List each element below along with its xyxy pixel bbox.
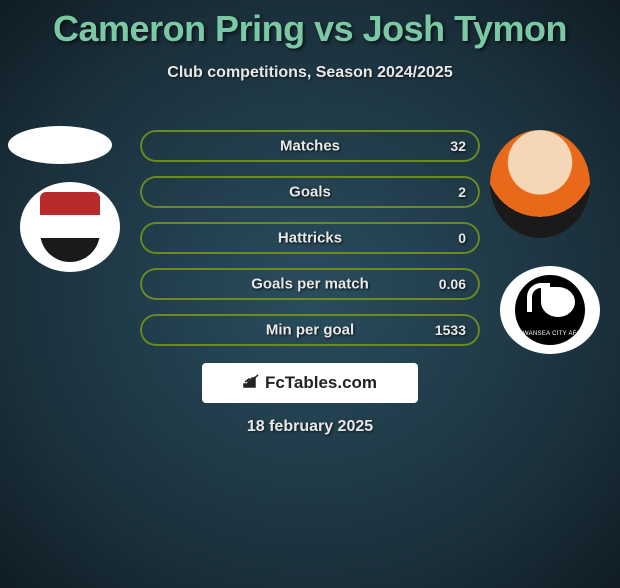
stat-value-right: 0.06 [439, 276, 466, 292]
stat-value-right: 0 [458, 230, 466, 246]
stat-label: Hattricks [278, 230, 342, 247]
stat-label: Goals [289, 184, 331, 201]
club-crest-right: SWANSEA CITY AFC [500, 266, 600, 354]
chart-icon [243, 374, 261, 392]
stat-label: Min per goal [266, 322, 354, 339]
player-left-avatar [8, 126, 112, 164]
stats-container: Matches 32 Goals 2 Hattricks 0 Goals per match… [140, 130, 480, 360]
comparison-subtitle: Club competitions, Season 2024/2025 [0, 64, 620, 82]
swansea-text: SWANSEA CITY AFC [515, 331, 585, 337]
player-right-avatar [490, 130, 590, 238]
stat-bar: Hattricks 0 [140, 222, 480, 254]
club-crest-left [20, 182, 120, 272]
stat-value-right: 1533 [435, 322, 466, 338]
fctables-logo[interactable]: FcTables.com [202, 363, 418, 403]
comparison-title: Cameron Pring vs Josh Tymon [0, 8, 620, 50]
stat-bar: Goals per match 0.06 [140, 268, 480, 300]
stat-value-right: 2 [458, 184, 466, 200]
stat-bar: Matches 32 [140, 130, 480, 162]
snapshot-date: 18 february 2025 [0, 418, 620, 436]
stat-label: Matches [280, 138, 340, 155]
brand-label: FcTables.com [265, 373, 377, 393]
stat-value-right: 32 [450, 138, 466, 154]
stat-bar: Min per goal 1533 [140, 314, 480, 346]
stat-bar: Goals 2 [140, 176, 480, 208]
stat-label: Goals per match [251, 276, 369, 293]
